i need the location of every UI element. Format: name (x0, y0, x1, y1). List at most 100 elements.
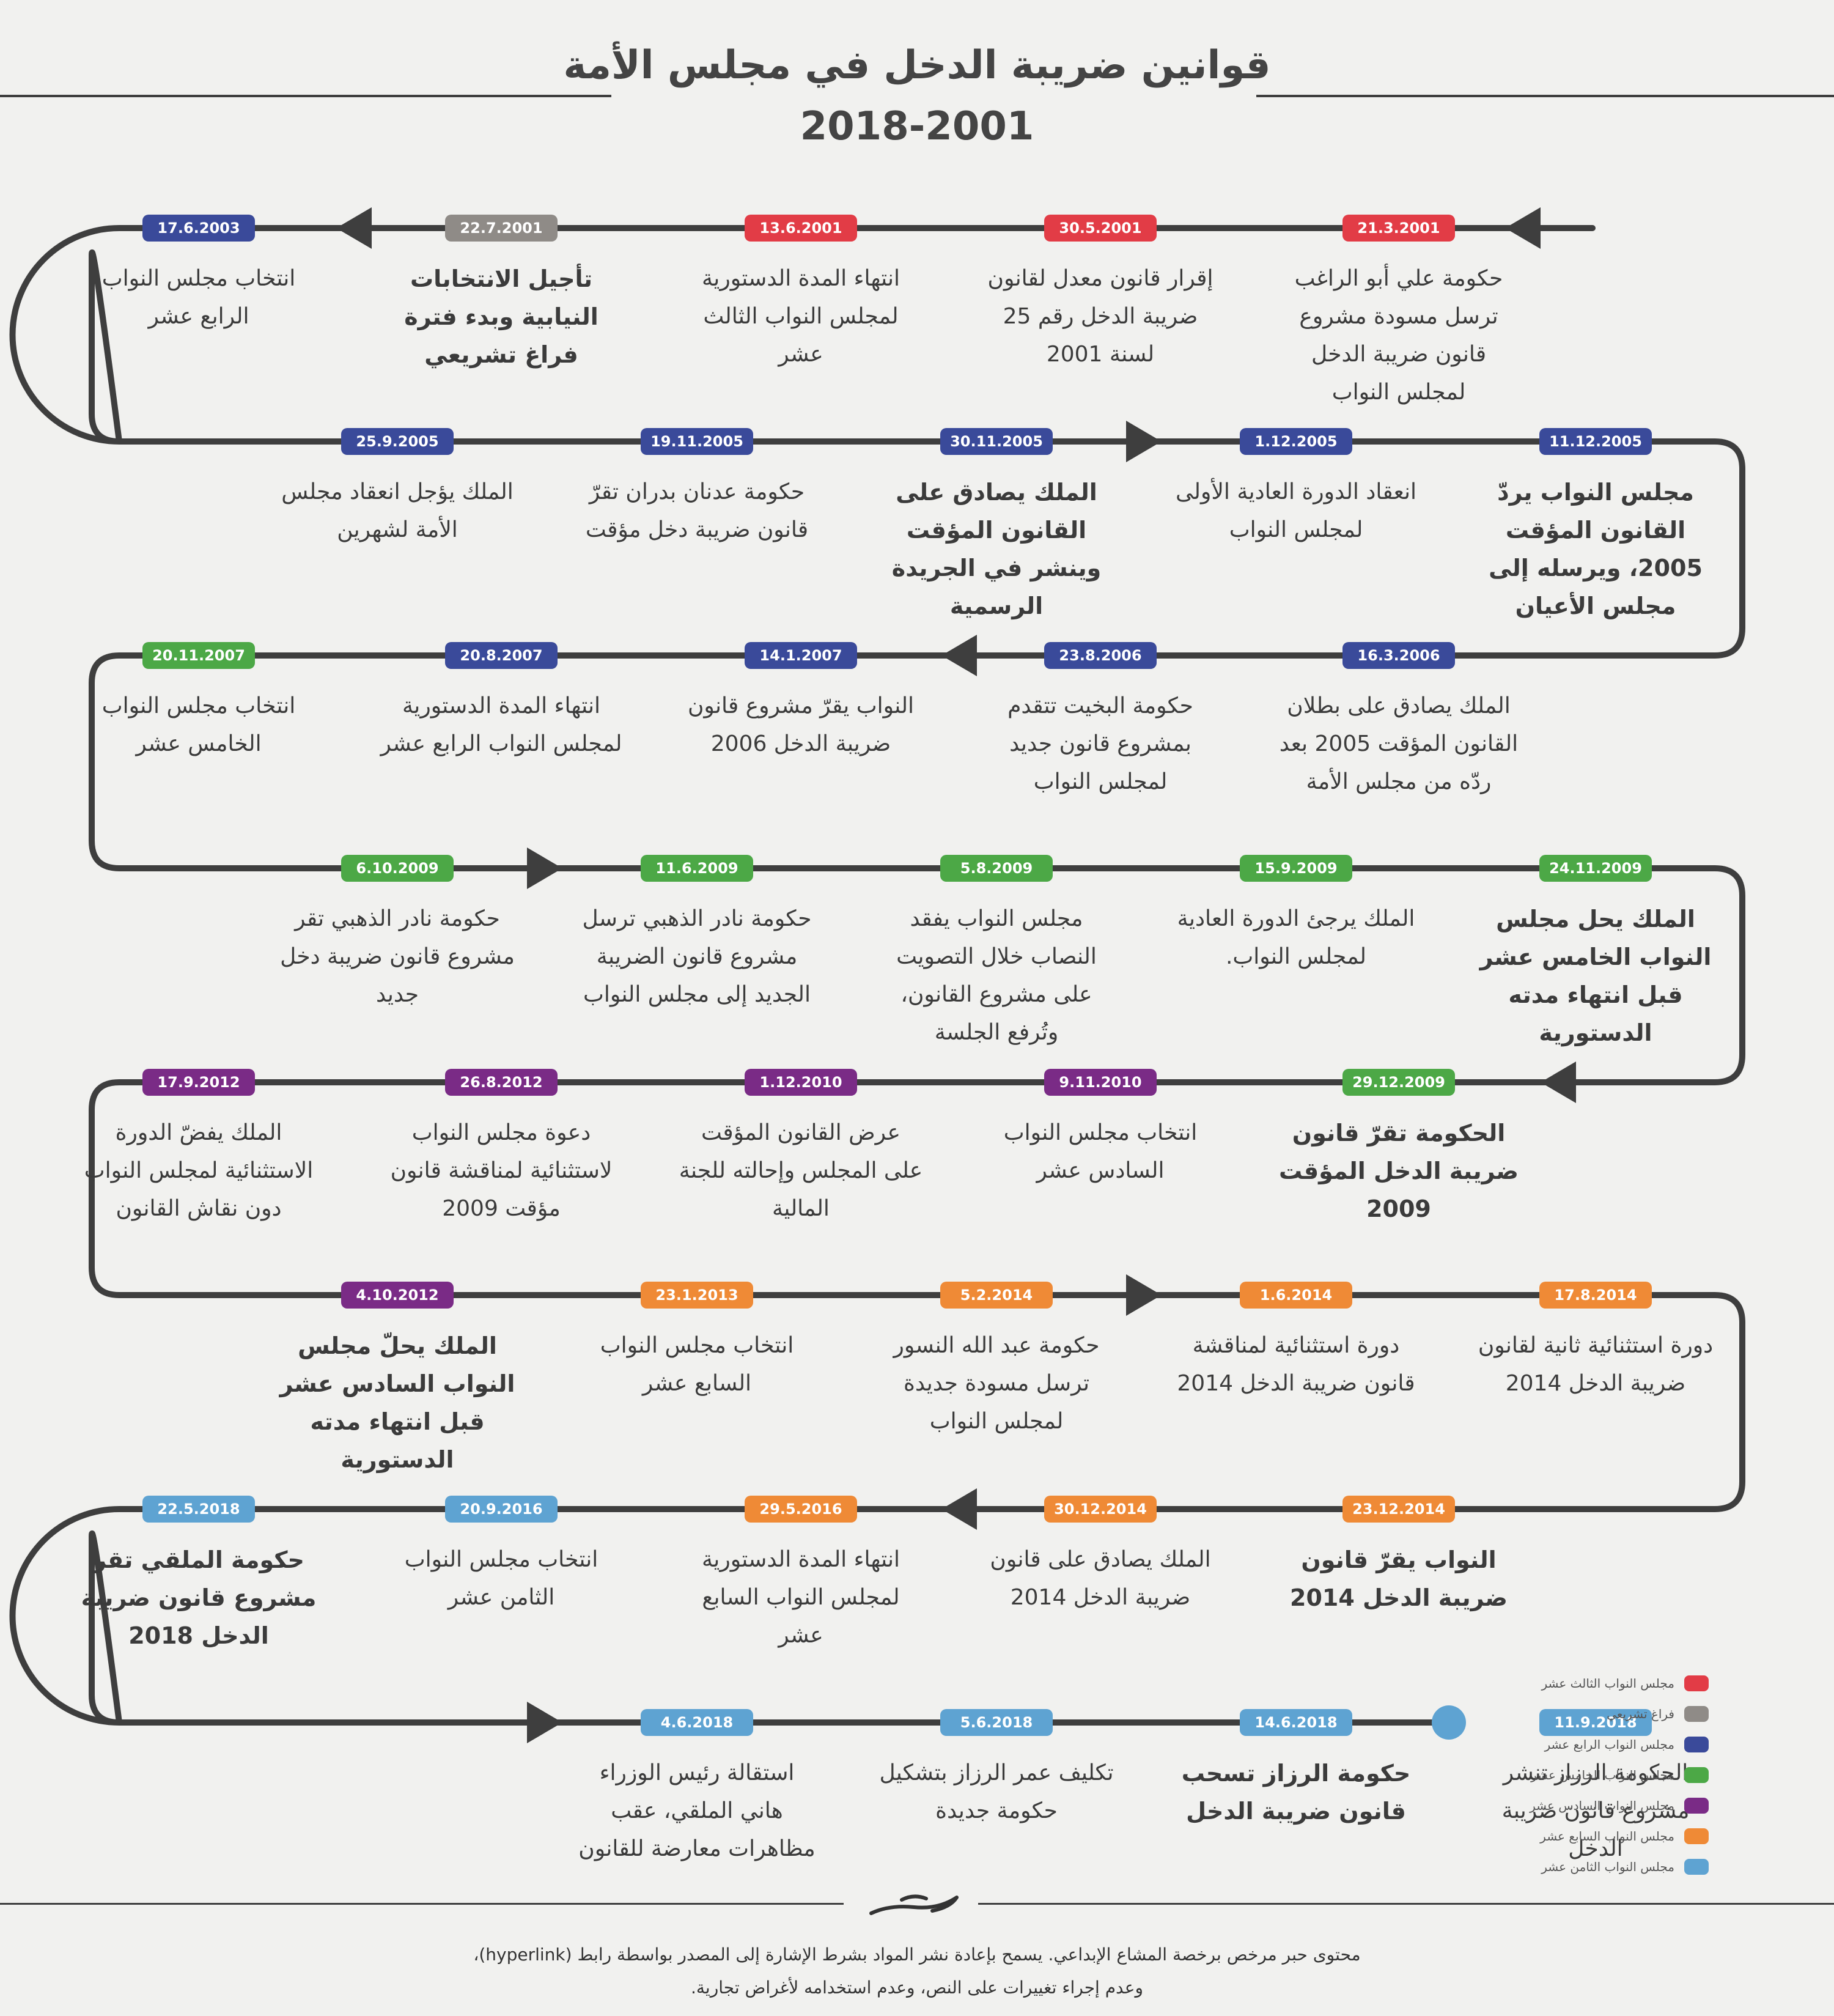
legend-label: مجلس النواب الثامن عشر (1541, 1859, 1674, 1874)
footer-license: محتوى حبر مرخص برخصة المشاع الإبداعي. يس… (0, 1938, 1834, 2004)
legend-item: مجلس النواب الرابع عشر (1530, 1729, 1709, 1760)
page-subtitle: 2018-2001 (800, 104, 1034, 149)
event-text: حكومة عبد الله النسور ترسل مسودة جديدة ل… (893, 1333, 1100, 1434)
row-4-arrow-icon (527, 847, 562, 889)
event-text: الملك يصادق على قانون ضريبة الدخل 2014 (990, 1547, 1211, 1610)
start-arrow-icon (1505, 207, 1541, 249)
event-text: تأجيل الانتخابات النيابية وبدء فترة فراغ… (404, 265, 598, 368)
footer-line-1: محتوى حبر مرخص برخصة المشاع الإبداعي. يس… (473, 1944, 1361, 1965)
legend-label: مجلس النواب الرابع عشر (1544, 1737, 1674, 1752)
event-text: الملك يصادق على القانون المؤقت وينشر في … (891, 479, 1102, 619)
date-badge: 6.10.2009 (341, 855, 454, 882)
legend-swatch-icon (1684, 1828, 1709, 1844)
date-badge: 20.11.2007 (142, 642, 255, 669)
legend-item: مجلس النواب الثامن عشر (1530, 1852, 1709, 1882)
event-text: انتهاء المدة الدستورية لمجلس النواب الرا… (380, 693, 622, 756)
title-rule-left (0, 95, 611, 97)
event-text: عرض القانون المؤقت على المجلس وإحالته لل… (679, 1120, 923, 1221)
event-text: انتخاب مجلس النواب الثامن عشر (404, 1547, 598, 1610)
legend-swatch-icon (1684, 1859, 1709, 1875)
row-2-arrow-icon (1126, 421, 1162, 462)
date-badge: 29.12.2009 (1342, 1069, 1455, 1096)
event-text: انتهاء المدة الدستورية لمجلس النواب الثا… (702, 266, 900, 367)
event-text: حكومة علي أبو الراغب ترسل مسودة مشروع قا… (1294, 266, 1503, 405)
legend-item: مجلس النواب السابع عشر (1530, 1821, 1709, 1852)
event-text: حكومة الملقي تقر مشروع قانون ضريبة الدخل… (81, 1546, 317, 1649)
date-badge: 15.9.2009 (1240, 855, 1352, 882)
date-badge: 1.12.2010 (745, 1069, 857, 1096)
date-badge: 11.12.2005 (1539, 428, 1652, 455)
legend: مجلس النواب الثالث عشر فراغ تشريعي مجلس ال… (1530, 1668, 1709, 1882)
event-text: انتخاب مجلس النواب الرابع عشر (101, 266, 296, 329)
date-badge: 1.6.2014 (1240, 1282, 1352, 1309)
date-badge: 11.6.2009 (641, 855, 753, 882)
legend-label: مجلس النواب السابع عشر (1540, 1829, 1674, 1844)
row-8-arrow-icon (527, 1702, 562, 1743)
event-text: انتخاب مجلس النواب السابع عشر (600, 1333, 794, 1396)
event-text: الملك يرجئ الدورة العادية لمجلس النواب. (1177, 906, 1415, 969)
event-text: مجلس النواب يردّ القانون المؤقت 2005، وي… (1489, 479, 1703, 619)
legend-swatch-icon (1684, 1706, 1709, 1722)
event-text: الملك يحل مجلس النواب الخامس عشر قبل انت… (1479, 906, 1712, 1046)
date-badge: 4.6.2018 (641, 1709, 753, 1736)
event-text: انعقاد الدورة العادية الأولى لمجلس النوا… (1176, 479, 1416, 542)
event-text: النواب يقرّ مشروع قانون ضريبة الدخل 2006 (687, 693, 915, 756)
date-badge: 5.8.2009 (940, 855, 1053, 882)
date-badge: 19.11.2005 (641, 428, 753, 455)
date-badge: 9.11.2010 (1044, 1069, 1157, 1096)
legend-item: فراغ تشريعي (1530, 1699, 1709, 1729)
legend-label: مجلس النواب الخامس عشر (1531, 1768, 1674, 1782)
date-badge: 22.5.2018 (142, 1496, 255, 1523)
event-text: إقرار قانون معدل لقانون ضريبة الدخل رقم … (987, 266, 1213, 367)
date-badge: 16.3.2006 (1342, 642, 1455, 669)
event-text: الملك يصادق على بطلان القانون المؤقت 200… (1279, 693, 1519, 794)
event-text: حكومة نادر الذهبي تقر مشروع قانون ضريبة … (280, 906, 515, 1007)
date-badge: 30.11.2005 (940, 428, 1053, 455)
footer-rule-left (0, 1903, 844, 1905)
title-rule-right (1256, 95, 1834, 97)
date-badge: 14.6.2018 (1240, 1709, 1352, 1736)
date-badge: 11.9.2018 (1539, 1709, 1652, 1736)
date-badge: 29.5.2016 (745, 1496, 857, 1523)
date-badge: 21.3.2001 (1342, 215, 1455, 242)
date-badge: 17.8.2014 (1539, 1282, 1652, 1309)
row-1-arrow-icon (336, 207, 372, 249)
legend-item: مجلس النواب الثالث عشر (1530, 1668, 1709, 1699)
event-text: الحكومة الرزاز تنشر مشروع قانون ضريبة ال… (1501, 1760, 1690, 1861)
legend-item: مجلس النواب السادس عشر (1530, 1790, 1709, 1821)
date-badge: 23.1.2013 (641, 1282, 753, 1309)
date-badge: 20.8.2007 (445, 642, 558, 669)
event-text: النواب يقرّ قانون ضريبة الدخل 2014 (1290, 1546, 1508, 1611)
event-text: انتهاء المدة الدستورية لمجلس النواب السا… (702, 1547, 900, 1648)
date-badge: 24.11.2009 (1539, 855, 1652, 882)
event-text: حكومة البخيت تتقدم بمشروع قانون جديد لمج… (1007, 693, 1193, 794)
date-badge: 1.12.2005 (1240, 428, 1352, 455)
event-text: دورة استثنائية لمناقشة قانون ضريبة الدخل… (1177, 1333, 1415, 1396)
hiber-logo (869, 1894, 959, 1915)
event-text: مجلس النواب يفقد النصاب خلال التصويت على… (896, 906, 1097, 1045)
date-badge: 20.9.2016 (445, 1496, 558, 1523)
legend-swatch-icon (1684, 1767, 1709, 1783)
date-badge: 25.9.2005 (341, 428, 454, 455)
event-text: الملك يحلّ مجلس النواب السادس عشر قبل ان… (279, 1332, 515, 1473)
legend-swatch-icon (1684, 1798, 1709, 1814)
timeline-path (9, 225, 1745, 1726)
date-badge: 23.12.2014 (1342, 1496, 1455, 1523)
date-badge: 23.8.2006 (1044, 642, 1157, 669)
row-3-arrow-icon (941, 635, 977, 676)
date-badge: 30.5.2001 (1044, 215, 1157, 242)
event-text: الحكومة تقرّ قانون ضريبة الدخل المؤقت 20… (1279, 1120, 1519, 1222)
event-text: حكومة عدنان بدران تقرّ قانون ضريبة دخل م… (585, 479, 809, 542)
end-dot-icon (1432, 1705, 1466, 1740)
event-text: دعوة مجلس النواب لاستثنائية لمناقشة قانو… (390, 1120, 613, 1221)
row-5-arrow-icon (1541, 1062, 1576, 1103)
event-text: الملك يفضّ الدورة الاستثنائية لمجلس النو… (84, 1120, 314, 1221)
event-text: الملك يؤجل انعقاد مجلس الأمة لشهرين (281, 479, 514, 542)
footer-rule-right (978, 1903, 1834, 1905)
legend-label: مجلس النواب الثالث عشر (1541, 1676, 1674, 1691)
date-badge: 13.6.2001 (745, 215, 857, 242)
legend-item: مجلس النواب الخامس عشر (1530, 1760, 1709, 1790)
event-text: حكومة الرزاز تسحب قانون ضريبة الدخل (1181, 1760, 1411, 1825)
legend-swatch-icon (1684, 1737, 1709, 1752)
